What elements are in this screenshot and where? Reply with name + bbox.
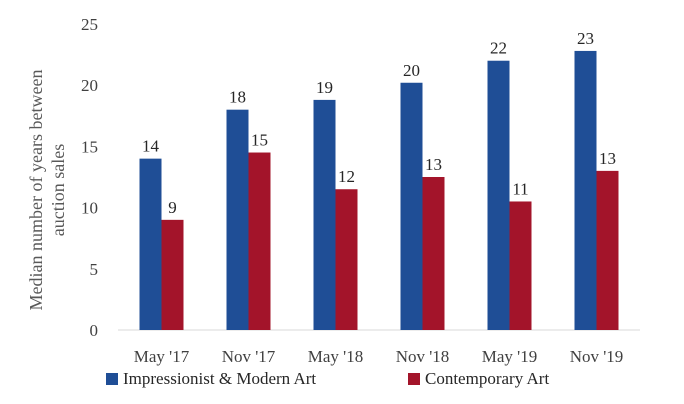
data-label-contemporary-0: 9 [168, 198, 177, 217]
y-tick-label-0: 0 [90, 321, 99, 340]
bar-impressionist-1 [226, 109, 249, 331]
y-tick-label-4: 20 [81, 76, 98, 95]
bar-contemporary-0 [161, 219, 184, 330]
y-tick-label-3: 15 [81, 137, 98, 156]
x-tick-label-4: May '19 [482, 347, 537, 366]
data-label-contemporary-3: 13 [425, 155, 442, 174]
bar-impressionist-0 [139, 158, 162, 330]
legend-label-contemporary: Contemporary Art [425, 369, 549, 388]
bar-contemporary-3 [422, 177, 445, 330]
x-tick-label-2: May '18 [308, 347, 363, 366]
data-label-contemporary-1: 15 [251, 131, 268, 150]
bar-contemporary-1 [248, 152, 271, 330]
data-label-contemporary-4: 11 [512, 179, 528, 198]
x-tick-label-1: Nov '17 [222, 347, 276, 366]
y-axis-title-line-0: Median number of years between [26, 70, 46, 311]
bar-impressionist-5 [574, 50, 597, 330]
data-label-impressionist-1: 18 [229, 88, 246, 107]
bar-impressionist-3 [400, 82, 423, 330]
bar-contemporary-2 [335, 189, 358, 330]
x-tick-label-5: Nov '19 [570, 347, 624, 366]
data-label-contemporary-2: 12 [338, 167, 355, 186]
data-label-impressionist-3: 20 [403, 61, 420, 80]
legend-swatch-contemporary [408, 373, 420, 385]
bar-impressionist-4 [487, 60, 510, 330]
data-label-impressionist-0: 14 [142, 137, 160, 156]
y-axis-title: Median number of years between auction sa… [26, 70, 68, 311]
y-tick-label-1: 5 [90, 260, 99, 279]
data-label-impressionist-5: 23 [577, 29, 594, 48]
data-label-contemporary-5: 13 [599, 149, 616, 168]
bar-contemporary-5 [596, 170, 619, 330]
legend-swatch-impressionist [106, 373, 118, 385]
bar-contemporary-4 [509, 201, 532, 330]
bar-impressionist-2 [313, 99, 336, 330]
data-label-impressionist-2: 19 [316, 78, 333, 97]
x-tick-label-0: May '17 [134, 347, 190, 366]
y-tick-label-2: 10 [81, 199, 98, 218]
data-label-impressionist-4: 22 [490, 39, 507, 58]
y-axis-title-line-1: auction sales [48, 144, 68, 236]
legend-label-impressionist: Impressionist & Modern Art [123, 369, 316, 388]
x-tick-label-3: Nov '18 [396, 347, 450, 366]
y-tick-label-5: 25 [81, 15, 98, 34]
